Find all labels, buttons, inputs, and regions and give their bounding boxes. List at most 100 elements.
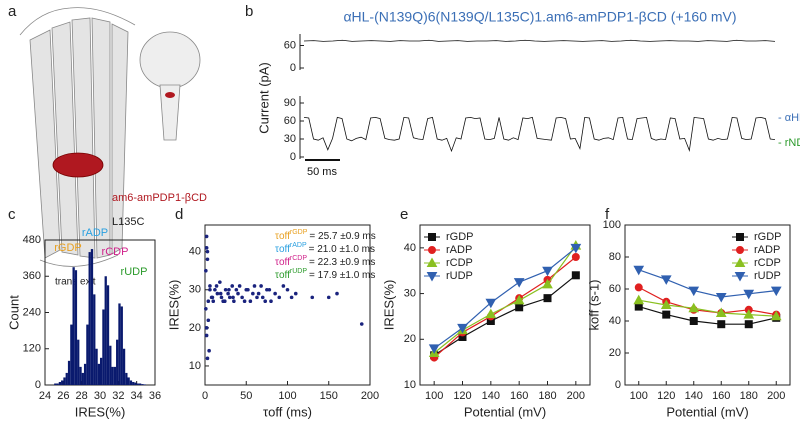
series-line (638, 299, 777, 317)
histogram-bar (58, 381, 62, 385)
annotation: rGDP (54, 242, 82, 254)
panel-label: e (400, 206, 408, 223)
marker (744, 320, 753, 329)
marker (515, 303, 524, 312)
scatter-point (246, 287, 250, 292)
y-tick-label: 10 (189, 360, 201, 372)
y-tick-label: 90 (284, 97, 296, 109)
marker (571, 253, 580, 261)
annotation: τoffrCDP = 22.3 ±0.9 ms (275, 255, 375, 268)
y-tick-label: 120 (23, 343, 41, 355)
histogram-bar (86, 324, 89, 385)
annotation-symbol: τoff (275, 270, 290, 281)
legend-label: rCDP (754, 257, 781, 269)
histogram-bar (104, 276, 107, 385)
marker (542, 266, 553, 277)
annotation-symbol: τoff (275, 257, 290, 268)
annotation-symbol: τoff (275, 231, 290, 242)
chart-title: αHL-(N139Q)6(N139Q/L135C)1.am6-amPDP1-βC… (343, 9, 736, 25)
scatter-point (219, 295, 224, 300)
scatter-point (205, 249, 210, 254)
histogram-bar (93, 294, 96, 385)
marker (736, 233, 744, 241)
histogram-bar (113, 366, 117, 385)
histogram-bar (100, 357, 103, 385)
scatter-point (335, 291, 339, 296)
y-tick-label: 0 (290, 151, 296, 163)
scatter-point (204, 234, 209, 239)
panel-label: c (8, 206, 16, 223)
scatter-point (256, 291, 261, 296)
scatter-point (273, 291, 277, 296)
marker (633, 265, 645, 276)
annotation-ion: rUDP (290, 268, 307, 275)
y-axis-label: Count (6, 295, 21, 330)
legend-label: rUDP (754, 270, 781, 282)
marker (543, 294, 552, 303)
y-axis-label: IRES(%) (166, 280, 181, 331)
y-tick-label: 60 (609, 283, 621, 295)
annotation: τoffrADP = 21.0 ±1.0 ms (275, 242, 375, 255)
legend-label: rUDP (446, 270, 473, 282)
histogram-bar (138, 383, 142, 385)
marker (426, 272, 438, 282)
scatter-point (267, 287, 272, 292)
marker (734, 272, 746, 282)
scatter-point (236, 291, 240, 296)
annotation-ion: rGDP (290, 229, 308, 236)
scatter-point (265, 287, 269, 292)
y-tick-label: 480 (23, 234, 41, 246)
legend-label: rGDP (446, 231, 474, 243)
y-axis-label: IRES(%) (381, 280, 396, 331)
marker (743, 309, 755, 319)
scatter-point (269, 299, 273, 303)
histogram-bar (79, 366, 82, 385)
x-tick-label: 100 (425, 390, 443, 402)
histogram-bar (118, 303, 121, 385)
y-tick-label: 10 (404, 379, 416, 391)
scatter-point (207, 348, 211, 353)
histogram-bar (143, 384, 146, 385)
marker (715, 293, 727, 303)
annotation-ion: rCDP (290, 255, 307, 262)
legend-label: rCDP (446, 257, 473, 269)
marker (485, 308, 497, 319)
y-tick-label: 30 (404, 287, 416, 299)
annotation-text: = 21.0 ±1.0 ms (309, 244, 375, 255)
plot-frame (624, 224, 791, 386)
scatter-point (293, 291, 298, 296)
scatter-point (289, 295, 294, 300)
scatter-point (206, 299, 211, 303)
series-line (638, 269, 777, 298)
annotation: - αHL-CD (778, 112, 800, 124)
scatter-point (242, 299, 247, 303)
marker (715, 307, 727, 317)
x-axis-label: IRES(%) (75, 404, 126, 419)
x-tick-label: 120 (453, 390, 471, 402)
x-tick-label: 200 (361, 390, 379, 402)
y-tick-label: 0 (35, 379, 41, 391)
x-tick-label: 26 (57, 390, 69, 402)
marker (662, 310, 671, 319)
x-tick-label: 50 (240, 390, 252, 402)
scatter-point (208, 287, 212, 292)
histogram-bar (70, 324, 73, 385)
marker (734, 257, 746, 267)
annotation: rCDP (102, 246, 129, 258)
marker (660, 299, 672, 309)
x-axis-label: Potential (mV) (666, 404, 748, 419)
y-tick-label: 80 (609, 251, 621, 263)
y-tick-label: 40 (609, 315, 621, 327)
x-axis-label: τoff (ms) (263, 404, 312, 419)
marker (688, 302, 700, 313)
y-tick-label: 60 (284, 115, 296, 127)
scatter-point (231, 295, 235, 300)
x-tick-label: 140 (482, 390, 500, 402)
scatter-point (204, 326, 209, 330)
y-axis-label: koff (s-1) (586, 279, 601, 330)
y-tick-label: 40 (189, 246, 201, 258)
legend-label: rADP (754, 244, 780, 256)
series-line (303, 39, 776, 42)
marker (633, 294, 645, 305)
